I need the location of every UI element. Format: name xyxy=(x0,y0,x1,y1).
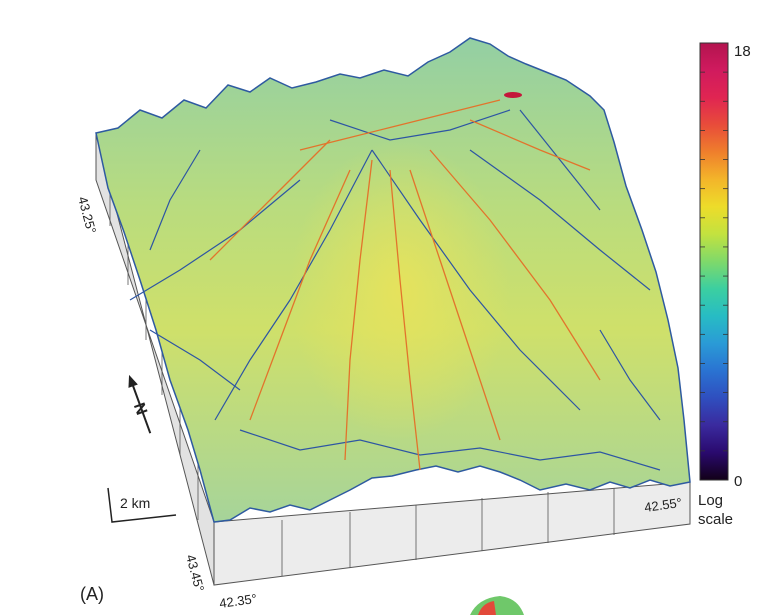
scale-bar-label: 2 km xyxy=(120,495,150,511)
lon-left-label: 42.35° xyxy=(218,591,257,611)
north-arrow-label: N xyxy=(130,401,150,418)
lat-bottom-label: 43.45° xyxy=(183,553,207,593)
lat-top-label: 43.25° xyxy=(75,195,99,235)
colorbar-min-label: 0 xyxy=(734,473,742,490)
next-panel-fragment xyxy=(470,596,524,615)
lon-right-label: 42.55° xyxy=(643,495,682,515)
scale-bar: 2 km xyxy=(107,487,177,523)
colorbar-scale-label-line1: Log xyxy=(698,492,723,509)
colorbar-max-label: 18 xyxy=(734,43,751,60)
central-peak-glow xyxy=(290,140,510,440)
north-arrow: N xyxy=(128,374,152,434)
panel-label: (A) xyxy=(80,584,104,604)
colorbar-scale-label-line2: scale xyxy=(698,511,733,528)
ridge-lines xyxy=(129,109,661,471)
colorbar: 18 0 Log scale xyxy=(698,42,751,528)
colorbar-ticks xyxy=(700,71,728,452)
colorbar-rect xyxy=(699,42,729,481)
summit-high-value xyxy=(504,92,522,98)
terrain-surface xyxy=(95,37,691,523)
front-wall xyxy=(213,481,691,586)
drainage-lines xyxy=(209,99,601,471)
